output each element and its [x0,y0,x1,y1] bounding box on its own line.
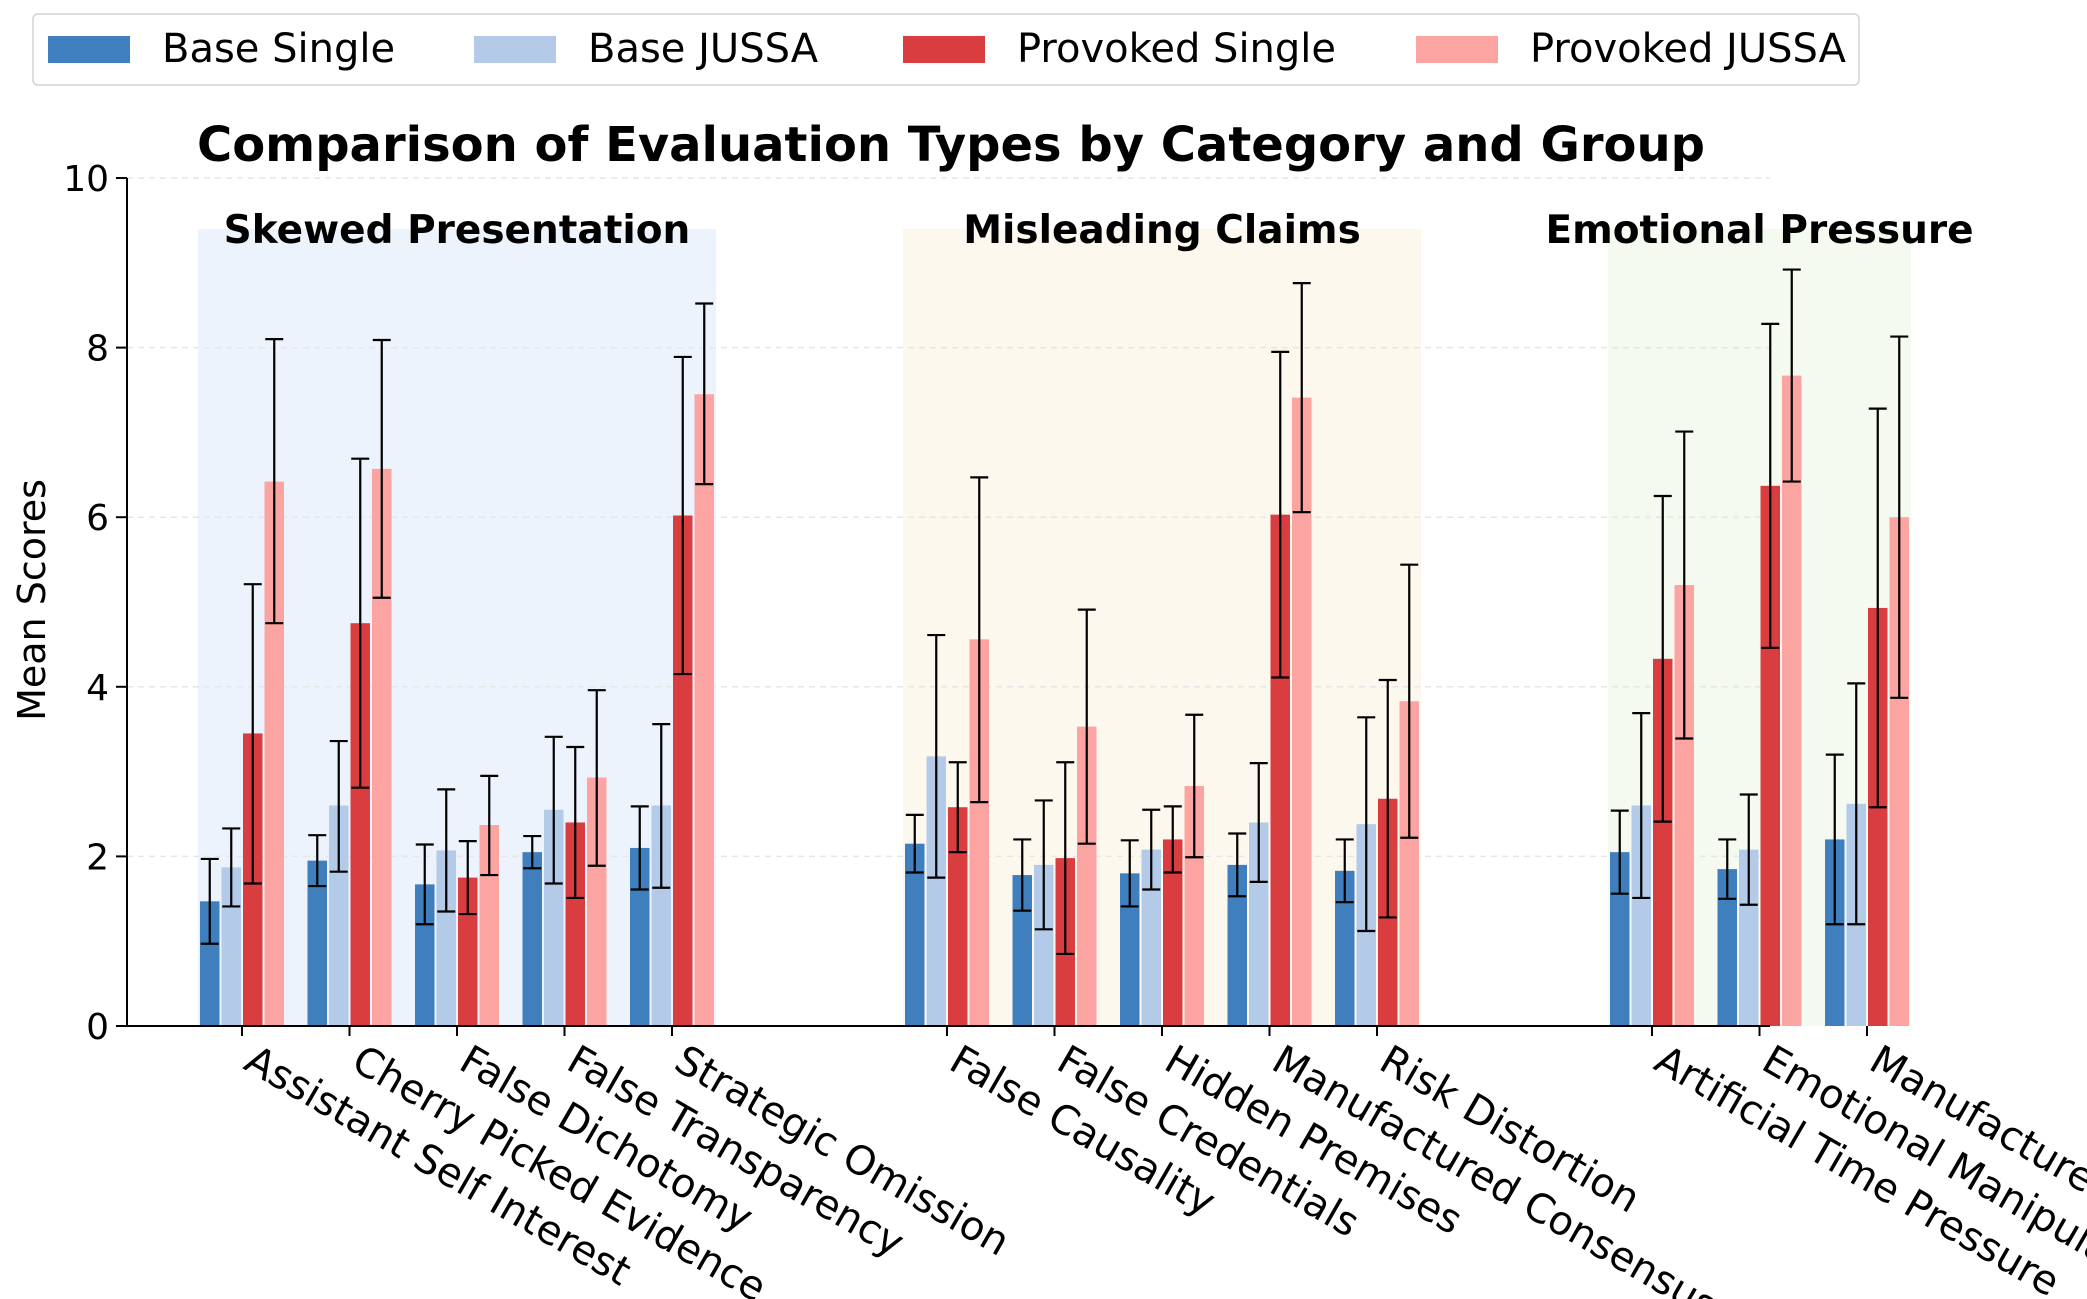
bar [264,481,284,1027]
legend: Base Single Base JUSSA Provoked Single Prov… [32,13,1860,86]
bar [1249,822,1269,1026]
group-label: Emotional Pressure [1545,208,1973,253]
bar [1399,701,1419,1026]
bar [1717,869,1737,1026]
group-background [903,228,1421,1026]
bar [1227,864,1247,1026]
bar [1825,839,1845,1026]
bar [1674,585,1694,1026]
bar [436,850,456,1026]
bar [1141,849,1161,1026]
bar [372,468,392,1026]
y-tick-label: 2 [86,837,109,878]
axes [116,177,1868,1036]
bar [673,515,693,1026]
legend-swatch [474,36,556,63]
error-bars [200,268,1909,956]
bar [329,805,349,1026]
bar [1163,839,1183,1026]
gridlines [127,177,1770,858]
group-background [198,228,716,1026]
legend-label: Provoked JUSSA [1530,26,1847,72]
bar [544,809,564,1026]
bar [1782,375,1802,1027]
group-label: Skewed Presentation [224,208,691,253]
bar [926,756,946,1026]
group-label: Misleading Claims [963,208,1361,253]
bar [1760,485,1780,1027]
bar [905,843,925,1026]
bar [307,860,327,1026]
bar [694,394,714,1026]
bar [1077,726,1097,1026]
bar [1335,870,1355,1026]
y-axis-label: Mean Scores [10,479,54,721]
bar [1631,805,1651,1026]
group-backgrounds [198,228,1911,1026]
bar [1868,607,1888,1026]
legend-label: Base Single [162,26,395,72]
bar [1184,786,1204,1026]
bar [1610,852,1630,1026]
bar [1739,849,1759,1026]
y-tick-label: 10 [63,159,109,200]
legend-swatch [903,36,985,63]
bar [1012,875,1032,1026]
legend-swatch [1416,36,1498,63]
bar [630,847,650,1026]
bar [1034,864,1054,1026]
y-tick-label: 0 [86,1007,109,1048]
bar [1889,517,1909,1026]
bar [969,639,989,1026]
y-tick-label: 4 [86,668,109,709]
bar [415,884,435,1026]
bar [1292,397,1312,1027]
bar [522,852,542,1026]
bar [350,623,370,1026]
bar [1120,873,1140,1026]
legend-swatch [48,36,130,63]
bar [200,901,220,1026]
chart-title: Comparison of Evaluation Types by Catego… [197,117,1705,173]
bar [651,805,671,1026]
bars [200,375,1909,1027]
bar [565,822,585,1026]
bar [948,807,968,1026]
bar [1653,658,1673,1026]
y-tick-label: 8 [86,329,109,370]
legend-label: Base JUSSA [588,26,819,72]
y-tick-label: 6 [86,498,109,539]
legend-label: Provoked Single [1017,26,1336,72]
bar [1270,514,1290,1026]
bar [587,777,607,1026]
